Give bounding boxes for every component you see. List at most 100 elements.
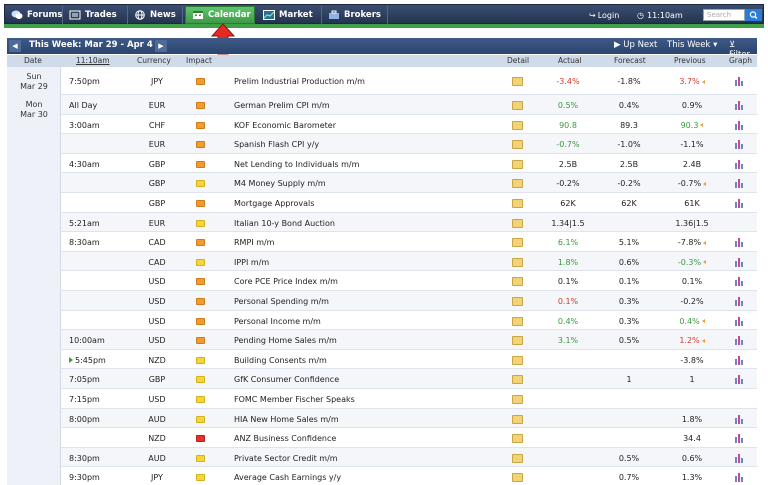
detail-folder-icon[interactable] (512, 140, 523, 150)
tab-forums[interactable]: Forums (5, 6, 63, 24)
detail-folder-icon[interactable] (512, 453, 523, 463)
search-input[interactable]: Search (703, 9, 745, 21)
table-row[interactable]: 8:30am CAD RMPI m/m 6.1% 5.1% -7.8% (61, 232, 757, 252)
event-name: Personal Spending m/m (234, 297, 329, 306)
table-row[interactable]: USD Personal Spending m/m 0.1% 0.3% -0.2% (61, 291, 757, 311)
med-impact-icon (196, 121, 205, 129)
detail-folder-icon[interactable] (512, 395, 523, 404)
tab-brokers[interactable]: Brokers (322, 6, 388, 24)
graph-icon[interactable] (734, 296, 744, 306)
table-row[interactable]: USD Core PCE Price Index m/m 0.1% 0.1% 0.1% (61, 271, 757, 291)
column-headers: Date 11:10am Currency Impact Detail Actu… (7, 55, 757, 67)
search-button[interactable] (745, 9, 762, 21)
actual-value: -0.7% (556, 140, 580, 150)
detail-folder-icon[interactable] (512, 316, 523, 326)
table-row[interactable]: 7:15pm USD FOMC Member Fischer Speaks (61, 389, 757, 409)
table-row[interactable]: All Day EUR German Prelim CPI m/m 0.5% 0.4% 0… (61, 95, 757, 115)
detail-folder-icon[interactable] (512, 120, 523, 130)
graph-icon[interactable] (734, 139, 744, 150)
login-link[interactable]: ↪ Login (589, 6, 619, 24)
graph-icon[interactable] (734, 276, 744, 287)
tab-calendar[interactable]: Calendar (185, 6, 255, 24)
table-row[interactable]: NZD ANZ Business Confidence 34.4 (61, 428, 757, 448)
table-row[interactable]: 5:45pm NZD Building Consents m/m -3.8% (61, 350, 757, 370)
graph-icon[interactable] (734, 374, 744, 385)
table-row[interactable]: EUR Spanish Flash CPI y/y -0.7% -1.0% -1.1% (61, 134, 757, 154)
table-row[interactable]: 8:30pm AUD Private Sector Credit m/m 0.5% 0.… (61, 447, 757, 468)
table-row[interactable]: USD Personal Income m/m 0.4% 0.3% 0.4% (61, 311, 757, 331)
event-currency: GBP (148, 159, 166, 169)
med-impact-icon (196, 102, 205, 109)
detail-folder-icon[interactable] (512, 179, 523, 189)
col-time[interactable]: 11:10am (76, 56, 110, 65)
revised-marker-icon (700, 123, 704, 128)
table-row[interactable]: GBP M4 Money Supply m/m -0.2% -0.2% -0.7% (61, 173, 757, 193)
event-name: Private Sector Credit m/m (234, 453, 338, 463)
graph-icon[interactable] (734, 257, 744, 267)
forecast-value: 0.1% (618, 277, 640, 287)
low-impact-icon (196, 258, 205, 266)
next-week-button[interactable]: ▶ (155, 40, 167, 52)
table-row[interactable]: 10:00am USD Pending Home Sales m/m 3.1% 0.5%… (61, 330, 757, 350)
table-row[interactable]: 3:00am CHF KOF Economic Barometer 90.8 89.3 9… (61, 115, 757, 135)
detail-folder-icon[interactable] (512, 375, 523, 385)
graph-icon[interactable] (734, 76, 744, 86)
table-row[interactable]: 8:00pm AUD HIA New Home Sales m/m 1.8% (61, 408, 757, 429)
table-row[interactable]: 5:21am EUR Italian 10-y Bond Auction 1.34|1… (61, 212, 757, 233)
graph-icon[interactable] (734, 433, 744, 444)
detail-folder-icon[interactable] (512, 238, 523, 248)
table-row[interactable]: 4:30am GBP Net Lending to Individuals m/m 2… (61, 154, 757, 174)
table-row[interactable]: GBP Mortgage Approvals 62K 62K 61K (61, 193, 757, 213)
detail-folder-icon[interactable] (512, 77, 523, 86)
graph-icon[interactable] (734, 100, 744, 110)
week-bar: ◀ This Week: Mar 29 - Apr 4 ▶ ▶ Up Next … (7, 38, 757, 60)
event-name: Spanish Flash CPI y/y (234, 140, 320, 150)
detail-folder-icon[interactable] (512, 218, 523, 228)
detail-folder-icon[interactable] (512, 297, 523, 306)
previous-value: 0.4% (667, 317, 717, 326)
prev-week-button[interactable]: ◀ (9, 40, 21, 52)
event-name: IPPI m/m (234, 257, 270, 267)
graph-icon[interactable] (734, 472, 744, 483)
detail-folder-icon[interactable] (512, 473, 523, 483)
detail-folder-icon[interactable] (512, 101, 523, 110)
actual-value: 2.5B (558, 159, 578, 169)
event-time: 8:30am (69, 238, 100, 248)
this-week-dropdown[interactable]: This Week ▾ (667, 40, 717, 50)
graph-icon[interactable] (734, 453, 744, 463)
graph-icon[interactable] (734, 237, 744, 248)
detail-folder-icon[interactable] (512, 257, 523, 267)
graph-icon[interactable] (734, 316, 744, 326)
graph-icon[interactable] (734, 178, 744, 189)
table-row[interactable]: 7:05pm GBP GfK Consumer Confidence 1 1 (61, 369, 757, 389)
graph-icon[interactable] (734, 120, 744, 130)
detail-folder-icon[interactable] (512, 434, 523, 444)
graph-icon[interactable] (734, 159, 744, 169)
detail-folder-icon[interactable] (512, 355, 523, 365)
event-currency: GBP (148, 375, 166, 385)
actual-value: 62K (560, 199, 576, 208)
table-row[interactable]: 7:50pm JPY Prelim Industrial Production m/… (61, 67, 757, 95)
detail-folder-icon[interactable] (512, 414, 523, 424)
table-row[interactable]: 9:30pm JPY Average Cash Earnings y/y 0.7% 1.… (61, 467, 757, 485)
detail-folder-icon[interactable] (512, 159, 523, 169)
actual-value: -0.2% (556, 179, 580, 189)
table-row[interactable]: CAD IPPI m/m 1.8% 0.6% -0.3% (61, 251, 757, 272)
tab-news[interactable]: News (128, 6, 183, 24)
graph-icon[interactable] (734, 414, 744, 424)
previous-value: 90.3 (667, 121, 717, 130)
graph-icon[interactable] (734, 355, 744, 365)
graph-icon[interactable] (734, 335, 744, 346)
col-previous: Previous (674, 56, 706, 65)
detail-folder-icon[interactable] (512, 336, 523, 346)
previous-text: 3.7% (679, 77, 700, 86)
tab-market[interactable]: Market (257, 6, 322, 24)
detail-folder-icon[interactable] (512, 199, 523, 208)
clock[interactable]: ◷ 11:10am (637, 6, 683, 24)
event-currency: JPY (151, 77, 163, 86)
event-name: M4 Money Supply m/m (234, 179, 326, 189)
detail-folder-icon[interactable] (512, 277, 523, 287)
up-next-link[interactable]: ▶ Up Next (614, 40, 657, 50)
tab-trades[interactable]: Trades (63, 6, 128, 24)
graph-icon[interactable] (734, 198, 744, 208)
